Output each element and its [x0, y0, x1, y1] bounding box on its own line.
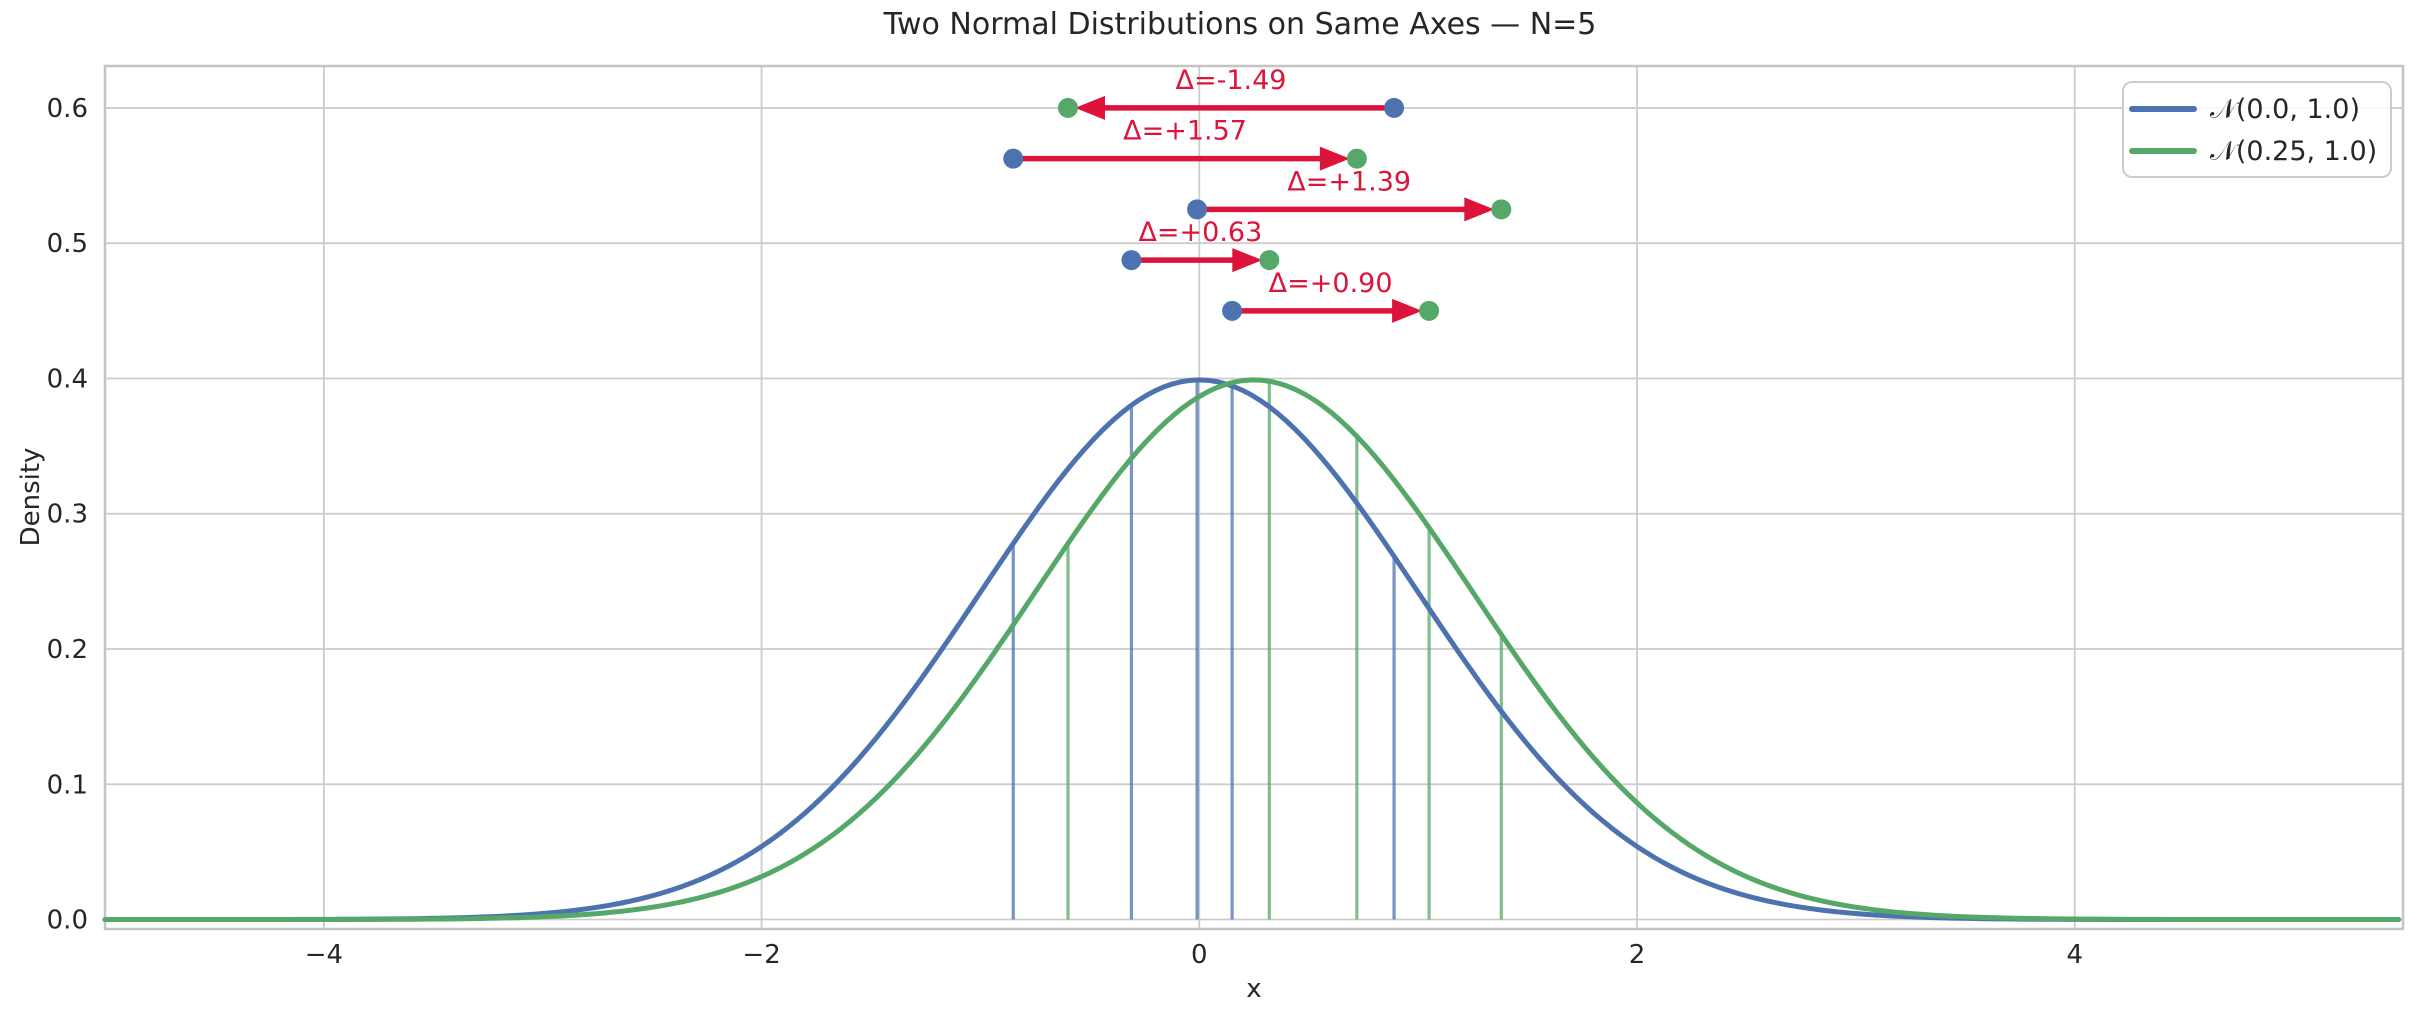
- x-tick-label: 0: [1191, 940, 1208, 970]
- legend-label-blue: 𝒩(0.0, 1.0): [2210, 94, 2360, 125]
- delta-arrow-head: [1074, 95, 1105, 120]
- green-sample-dot: [1346, 148, 1367, 169]
- legend-label-green: 𝒩(0.25, 1.0): [2210, 136, 2377, 167]
- blue-sample-dot: [1222, 300, 1243, 321]
- blue-sample-dot: [1187, 199, 1208, 220]
- x-tick-label: −2: [742, 940, 780, 970]
- green-sample-dot: [1259, 250, 1280, 271]
- y-tick-label: 0.5: [47, 229, 88, 259]
- y-tick-label: 0.6: [47, 94, 88, 124]
- pdf-curves: [102, 377, 2402, 923]
- delta-label: Δ=-1.49: [1176, 65, 1287, 96]
- delta-arrow-head: [1319, 146, 1350, 171]
- chart-title: Two Normal Distributions on Same Axes — …: [883, 7, 1597, 42]
- delta-label: Δ=+1.39: [1287, 166, 1411, 197]
- y-axis-label: Density: [16, 448, 46, 547]
- x-tick-label: 4: [2066, 940, 2083, 970]
- green-sample-dot: [1057, 97, 1078, 118]
- y-tick-label: 0.1: [47, 770, 88, 800]
- legend: 𝒩(0.0, 1.0) 𝒩(0.25, 1.0): [2122, 81, 2392, 178]
- x-axis-label: x: [1246, 974, 1261, 1004]
- green-sample-dot: [1419, 300, 1440, 321]
- sample-stems: [1011, 379, 1503, 920]
- delta-arrow-head: [1464, 197, 1495, 222]
- green-sample-dot: [1491, 199, 1512, 220]
- plot-border: [103, 64, 2405, 931]
- x-tick-label: −4: [305, 940, 343, 970]
- delta-arrows: [1013, 95, 1495, 323]
- blue-sample-dot: [1121, 250, 1142, 271]
- gridlines: [105, 66, 2403, 929]
- x-tick-label: 2: [1629, 940, 1646, 970]
- y-tick-label: 0.2: [47, 635, 88, 665]
- delta-label: Δ=+0.63: [1138, 217, 1262, 248]
- pdf-curve-green: [102, 377, 2402, 923]
- delta-labels: Δ=-1.49 Δ=+1.57 Δ=+1.39 Δ=+0.63Δ=+0.90: [1123, 65, 1411, 299]
- delta-label: Δ=+0.90: [1269, 268, 1393, 299]
- delta-arrow-head: [1232, 248, 1263, 273]
- y-tick-label: 0.4: [47, 364, 88, 394]
- axes-spine: [103, 64, 2405, 931]
- tick-labels: −4 −2 0 2 4 0.0 0.1 0.2 0.3 0.4 0.5 0.6: [47, 94, 2083, 970]
- y-tick-label: 0.0: [47, 906, 88, 936]
- y-tick-label: 0.3: [47, 500, 88, 530]
- delta-arrow-head: [1392, 298, 1423, 323]
- blue-sample-dot: [1384, 97, 1405, 118]
- delta-label: Δ=+1.57: [1123, 116, 1247, 147]
- blue-sample-dot: [1003, 148, 1024, 169]
- sample-dots: [1003, 97, 1512, 321]
